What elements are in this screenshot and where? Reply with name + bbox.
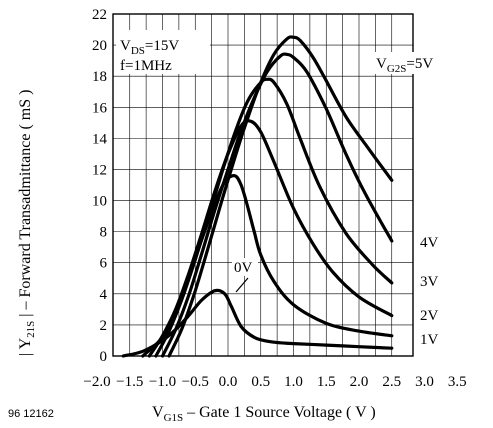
- x-tick-label: 2.0: [350, 374, 369, 390]
- series-line-0: [121, 288, 394, 358]
- curve-label-1v: 1V: [420, 332, 439, 348]
- grid: [113, 14, 413, 356]
- x-tick-label: −1.5: [116, 374, 143, 390]
- vg2s-label-bg: [372, 52, 462, 74]
- y-tick-labels: 0 2 4 6 8 10 12 14 16 18 20 22: [92, 7, 108, 365]
- x-tick-label: −2.0: [83, 374, 110, 390]
- x-tick-label: 0.5: [251, 374, 270, 390]
- y-tick-label: 0: [100, 349, 108, 365]
- plot-frame: [112, 13, 414, 357]
- y-tick-label: 16: [92, 100, 108, 116]
- figure-number: 96 12162: [8, 408, 54, 420]
- y-tick-label: 10: [92, 194, 107, 210]
- x-tick-label: −0.5: [182, 374, 209, 390]
- x-tick-label: 3.5: [448, 374, 467, 390]
- x-tick-labels: −2.0 −1.5 −1.0 −0.5 0.0 0.5 1.0 1.5 2.0 2.5 3.0 3.5: [83, 374, 466, 390]
- x-tick-label: 0.0: [219, 374, 238, 390]
- y-axis-label: | Y21S | – Forward Transadmittance ( mS …: [17, 90, 37, 356]
- curve-label-0v: 0V: [234, 260, 253, 276]
- curve-label-2v: 2V: [420, 308, 439, 324]
- x-tick-label: 2.5: [382, 374, 401, 390]
- series-line-4: [160, 52, 394, 358]
- y-tick-label: 20: [92, 38, 107, 54]
- series-group: [121, 35, 394, 358]
- x-tick-label: −1.0: [149, 374, 176, 390]
- conditions-box: [116, 30, 210, 74]
- y-tick-label: 6: [100, 256, 108, 272]
- x-axis-label: VG1S – Gate 1 Source Voltage ( V ): [152, 404, 376, 424]
- y-tick-label: 2: [100, 318, 108, 334]
- curve-label-5v: VG2S=5V: [376, 56, 433, 75]
- y-tick-label: 14: [92, 131, 108, 147]
- condition-frequency: f=1MHz: [120, 58, 172, 74]
- x-tick-label: 3.0: [415, 374, 434, 390]
- y-tick-label: 4: [100, 287, 108, 303]
- condition-vds: VDS=15V: [120, 38, 179, 57]
- x-tick-label: 1.0: [284, 374, 303, 390]
- x-tick-label: 1.5: [317, 374, 336, 390]
- curve-label-4v: 4V: [420, 235, 439, 251]
- zero-v-leader-line: [235, 277, 249, 293]
- y-tick-label: 8: [100, 225, 108, 241]
- y-tick-label: 22: [92, 7, 107, 23]
- y-tick-label: 12: [92, 162, 107, 178]
- zero-v-label-bg: [232, 258, 258, 276]
- curve-label-3v: 3V: [420, 274, 439, 290]
- y-tick-label: 18: [92, 69, 107, 85]
- series-line-5: [167, 35, 394, 358]
